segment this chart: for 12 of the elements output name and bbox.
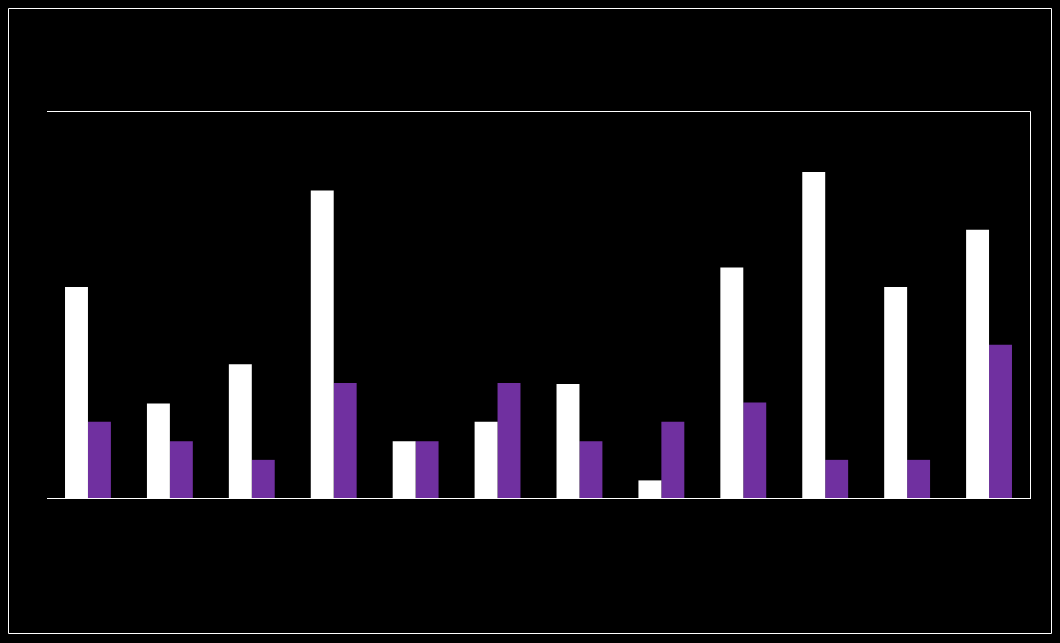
bar (415, 441, 439, 498)
bar (743, 402, 767, 498)
bar (251, 459, 275, 498)
bar (497, 382, 521, 498)
bar (87, 421, 111, 498)
bar (661, 421, 685, 498)
bar (907, 459, 931, 498)
bar (333, 382, 357, 498)
bar (989, 344, 1012, 498)
bar (169, 441, 193, 498)
bar (825, 459, 849, 498)
bar (579, 441, 603, 498)
